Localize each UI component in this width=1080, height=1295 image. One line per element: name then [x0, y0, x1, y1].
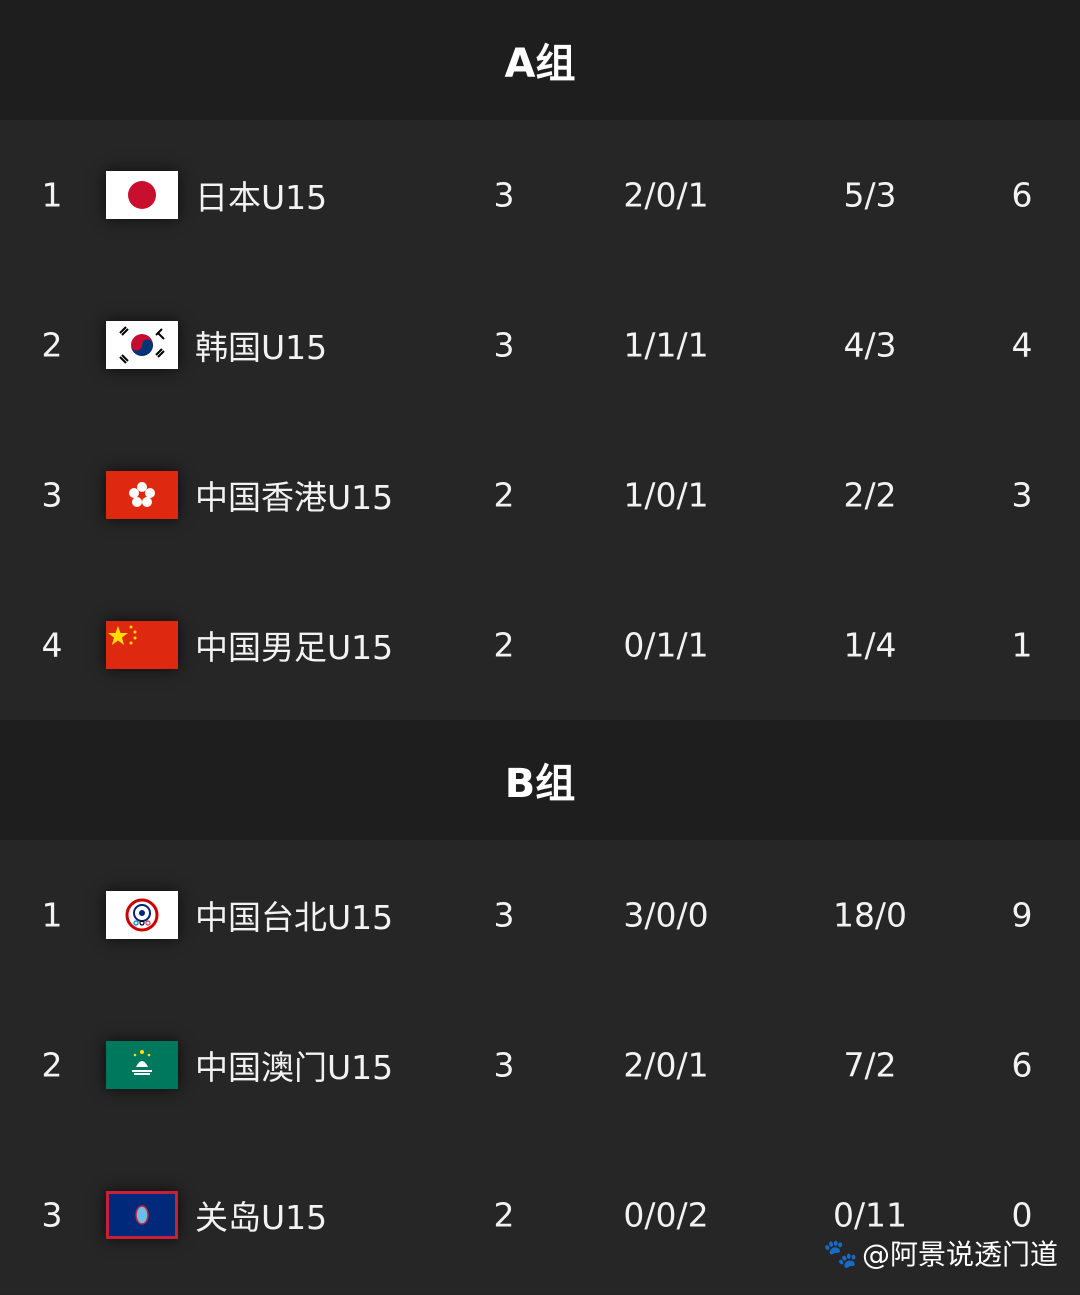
hongkong-flag-icon: [106, 471, 178, 519]
standings-table: 1 中国台北U15 3 3/0/0 18/0 9 2 中国澳门U15 3 2/0…: [0, 840, 1080, 1290]
table-row: 2 中国澳门U15 3 2/0/1 7/2 6: [0, 990, 1080, 1140]
table-row: 4 中国男足U15 2 0/1/1 1/4 1: [0, 570, 1080, 720]
points: 4: [1011, 325, 1033, 365]
group-title: B组: [504, 761, 576, 807]
team-name: 韩国U15: [195, 328, 328, 367]
points: 3: [1011, 475, 1033, 515]
rank: 2: [41, 325, 63, 365]
rank: 1: [41, 895, 63, 935]
team-name: 关岛U15: [195, 1198, 328, 1237]
win-draw-loss: 2/0/1: [623, 175, 709, 215]
rank: 3: [41, 475, 63, 515]
table-row: 3 关岛U15 2 0/0/2 0/11 0: [0, 1140, 1080, 1290]
points: 1: [1011, 625, 1033, 665]
win-draw-loss: 3/0/0: [623, 895, 709, 935]
chinese-taipei-flag-icon: [106, 891, 178, 939]
watermark: 🐾 @阿景说透门道: [823, 1236, 1058, 1272]
rank: 2: [41, 1045, 63, 1085]
guam-flag-icon: [106, 1191, 178, 1239]
baidu-paw-icon: 🐾: [823, 1236, 858, 1270]
played: 3: [493, 895, 515, 935]
win-draw-loss: 0/0/2: [623, 1195, 709, 1235]
goals-for-against: 18/0: [832, 895, 908, 935]
win-draw-loss: 1/0/1: [623, 475, 709, 515]
team-name: 中国香港U15: [195, 478, 394, 517]
table-row: 2 韩国U15 3 1/1/1 4/3 4: [0, 270, 1080, 420]
table-row: 1 中国台北U15 3 3/0/0 18/0 9: [0, 840, 1080, 990]
team-name: 中国男足U15: [195, 628, 394, 667]
goals-for-against: 1/4: [843, 625, 897, 665]
goals-for-against: 4/3: [843, 325, 897, 365]
played: 3: [493, 1045, 515, 1085]
china-flag-icon: [106, 621, 178, 669]
team-name: 日本U15: [195, 178, 328, 217]
macau-flag-icon: [106, 1041, 178, 1089]
goals-for-against: 5/3: [843, 175, 897, 215]
played: 2: [493, 1195, 515, 1235]
group-header: A组: [0, 0, 1080, 120]
goals-for-against: 2/2: [843, 475, 897, 515]
win-draw-loss: 1/1/1: [623, 325, 709, 365]
points: 0: [1011, 1195, 1033, 1235]
played: 3: [493, 175, 515, 215]
played: 2: [493, 625, 515, 665]
points: 9: [1011, 895, 1033, 935]
group-header: B组: [0, 720, 1080, 840]
played: 3: [493, 325, 515, 365]
rank: 3: [41, 1195, 63, 1235]
standings-table: 1 日本U15 3 2/0/1 5/3 6 2 韩国U15 3 1/1/1 4/…: [0, 120, 1080, 720]
played: 2: [493, 475, 515, 515]
korea-flag-icon: [106, 321, 178, 369]
group-title: A组: [504, 41, 576, 87]
team-name: 中国澳门U15: [195, 1048, 394, 1087]
team-name: 中国台北U15: [195, 898, 394, 937]
goals-for-against: 7/2: [843, 1045, 897, 1085]
table-row: 3 中国香港U15 2 1/0/1 2/2 3: [0, 420, 1080, 570]
rank: 1: [41, 175, 63, 215]
points: 6: [1011, 175, 1033, 215]
win-draw-loss: 2/0/1: [623, 1045, 709, 1085]
goals-for-against: 0/11: [832, 1195, 908, 1235]
japan-flag-icon: [106, 171, 178, 219]
table-row: 1 日本U15 3 2/0/1 5/3 6: [0, 120, 1080, 270]
win-draw-loss: 0/1/1: [623, 625, 709, 665]
rank: 4: [41, 625, 63, 665]
points: 6: [1011, 1045, 1033, 1085]
